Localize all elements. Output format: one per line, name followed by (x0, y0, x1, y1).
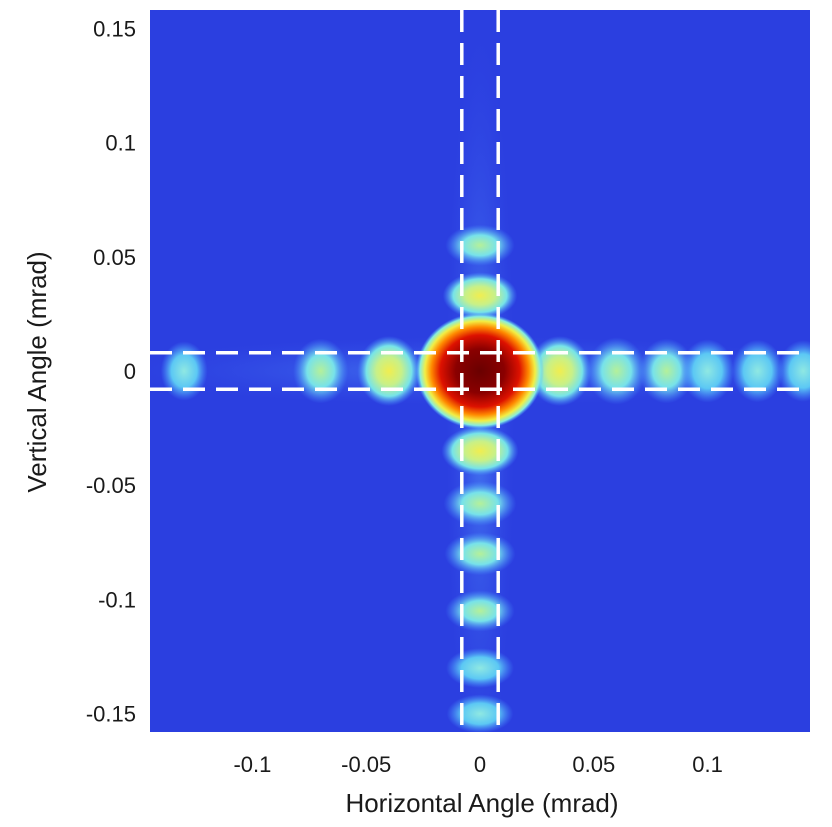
y-tick-label: 0.15 (93, 16, 136, 41)
y-tick-label: -0.15 (86, 702, 136, 727)
x-tick-label: -0.1 (233, 752, 271, 777)
y-axis-ticks: 0.15 0.1 0.05 0 -0.05 -0.1 -0.15 (86, 16, 136, 726)
x-tick-label: -0.05 (341, 752, 391, 777)
y-axis-label: Vertical Angle (mrad) (22, 251, 52, 492)
vertical-lobe (445, 224, 515, 266)
guide-lines (150, 10, 810, 732)
vertical-lobe (441, 426, 519, 476)
horizontal-lobe (357, 336, 421, 406)
x-tick-label: 0 (474, 752, 486, 777)
vertical-lobe (445, 590, 515, 632)
vertical-lobe (444, 532, 516, 576)
horizontal-lobe (528, 336, 592, 406)
vertical-lobe (442, 272, 518, 319)
horizontal-lobe (293, 338, 349, 404)
vertical-lobe (446, 648, 514, 688)
horizontal-lobe (160, 341, 208, 401)
x-axis-ticks: -0.1 -0.05 0 0.05 0.1 (233, 752, 722, 777)
horizontal-lobe (587, 337, 646, 405)
horizontal-lobe (777, 340, 810, 402)
y-tick-label: 0 (124, 359, 136, 384)
x-tick-label: 0.1 (692, 752, 723, 777)
y-tick-label: -0.05 (86, 473, 136, 498)
y-tick-label: 0.1 (105, 131, 136, 156)
x-axis-label: Horizontal Angle (mrad) (345, 788, 618, 818)
y-tick-label: 0.05 (93, 245, 136, 270)
vertical-lobe (443, 481, 517, 526)
y-tick-label: -0.1 (98, 587, 136, 612)
horizontal-lobe (639, 338, 695, 404)
x-tick-label: 0.05 (572, 752, 615, 777)
central-peak (416, 313, 544, 429)
horizontal-lobe (681, 339, 734, 403)
horizontal-lobe (731, 339, 784, 403)
vertical-lobe (446, 694, 514, 732)
